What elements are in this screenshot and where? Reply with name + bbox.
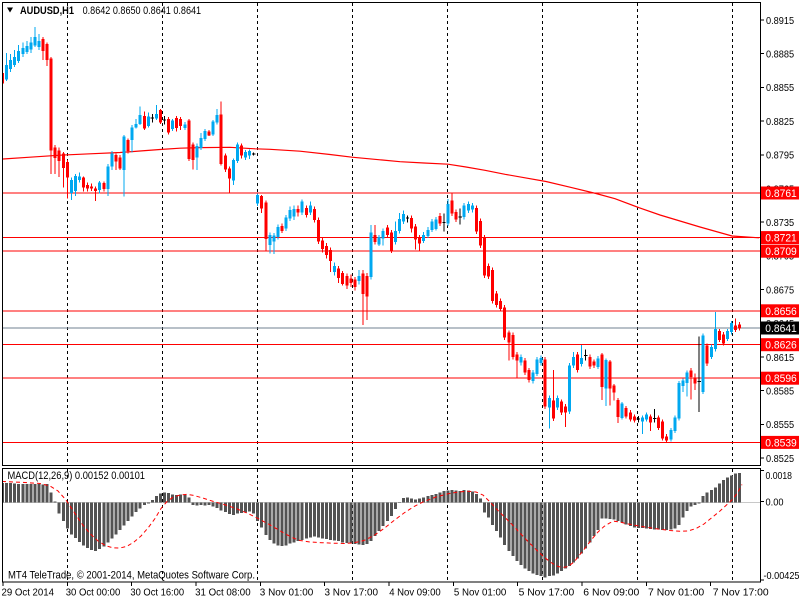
svg-text:0.00: 0.00	[766, 497, 784, 509]
svg-text:0.8709: 0.8709	[765, 246, 797, 258]
svg-text:0.8539: 0.8539	[765, 437, 797, 449]
svg-text:0.8642 0.8650 0.8641 0.8641: 0.8642 0.8650 0.8641 0.8641	[83, 5, 202, 17]
svg-text:-0.00425: -0.00425	[764, 570, 800, 582]
svg-text:6 Nov 09:00: 6 Nov 09:00	[583, 587, 639, 599]
svg-text:0.8855: 0.8855	[766, 82, 794, 94]
svg-text:0.8641: 0.8641	[765, 323, 797, 335]
svg-text:30 Oct 16:00: 30 Oct 16:00	[130, 587, 184, 599]
svg-text:7 Nov 01:00: 7 Nov 01:00	[648, 587, 704, 599]
svg-text:3 Nov 17:00: 3 Nov 17:00	[325, 587, 379, 599]
svg-text:30 Oct 00:00: 30 Oct 00:00	[66, 587, 121, 599]
svg-text:5 Nov 01:00: 5 Nov 01:00	[454, 587, 507, 599]
svg-text:3 Nov 01:00: 3 Nov 01:00	[260, 587, 314, 599]
svg-text:29 Oct 2014: 29 Oct 2014	[2, 587, 55, 599]
svg-text:0.8615: 0.8615	[766, 352, 794, 364]
svg-text:0.8626: 0.8626	[765, 340, 797, 352]
svg-text:0.8675: 0.8675	[766, 284, 794, 296]
svg-text:0.8555: 0.8555	[766, 419, 794, 431]
svg-text:5 Nov 17:00: 5 Nov 17:00	[519, 587, 575, 599]
svg-text:0.8596: 0.8596	[765, 373, 797, 385]
svg-text:0.8885: 0.8885	[766, 49, 794, 61]
svg-text:31 Oct 08:00: 31 Oct 08:00	[195, 587, 251, 599]
svg-text:4 Nov 09:00: 4 Nov 09:00	[389, 587, 441, 599]
svg-text:0.8915: 0.8915	[766, 15, 794, 27]
svg-text:0.8525: 0.8525	[766, 453, 794, 465]
svg-text:MACD(12,26,9) 0.00152 0.00101: MACD(12,26,9) 0.00152 0.00101	[8, 470, 146, 482]
svg-text:MT4 TeleTrade, © 2001-2014, Me: MT4 TeleTrade, © 2001-2014, MetaQuotes S…	[8, 570, 255, 582]
svg-text:AUDUSD,H1: AUDUSD,H1	[20, 5, 74, 17]
svg-text:0.8585: 0.8585	[766, 386, 794, 398]
svg-text:0.8656: 0.8656	[765, 306, 797, 318]
svg-text:0.8825: 0.8825	[766, 116, 794, 128]
svg-text:0.8761: 0.8761	[765, 188, 797, 200]
svg-text:0.8721: 0.8721	[765, 233, 797, 245]
svg-text:7 Nov 17:00: 7 Nov 17:00	[713, 587, 769, 599]
svg-text:0.8735: 0.8735	[766, 217, 794, 229]
svg-text:0.0018: 0.0018	[766, 470, 793, 482]
svg-text:0.8795: 0.8795	[766, 150, 794, 162]
